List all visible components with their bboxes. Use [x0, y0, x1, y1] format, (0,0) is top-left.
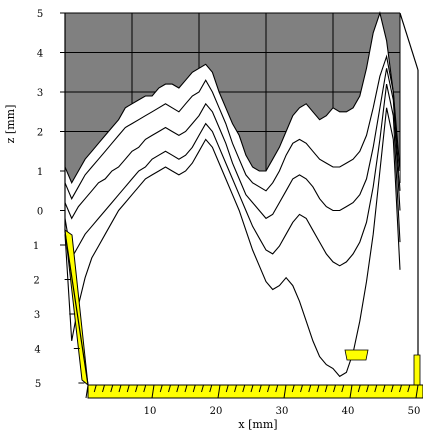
z-tick-label: 1 — [37, 167, 43, 178]
floor-pool — [344, 349, 369, 361]
floor-tick — [225, 384, 229, 393]
z-tick-label: 5 — [35, 379, 41, 390]
z-tick-label: 5 — [37, 9, 43, 20]
floor-tick — [126, 384, 130, 393]
floor-tick — [374, 384, 378, 393]
left-wall — [64, 12, 421, 387]
x-tick-label: 50 — [408, 406, 421, 417]
floor-tick — [135, 384, 138, 393]
floor-tick — [93, 384, 97, 393]
floor-tick — [110, 384, 114, 393]
profile-line-5 — [64, 107, 401, 378]
floor-tick — [399, 384, 402, 393]
floor-tick — [415, 384, 419, 399]
floor-tick — [201, 384, 204, 393]
left-diagonal-line — [64, 231, 89, 386]
grid — [64, 12, 401, 183]
z-tick-label: 3 — [37, 88, 43, 99]
x-tick-label: 10 — [144, 406, 157, 417]
floor-tick — [184, 384, 188, 393]
floor-tick — [102, 384, 105, 393]
profiles — [64, 11, 401, 378]
floor-tick — [242, 384, 246, 393]
surface-cover-top — [65, 13, 400, 183]
floor-tick — [217, 384, 221, 399]
floor-tick — [267, 384, 270, 393]
floor-tick — [176, 384, 180, 393]
floor-tick — [258, 384, 262, 393]
profile-line-1 — [64, 11, 401, 185]
z-tick-label: 3 — [34, 310, 40, 321]
floor-tick — [209, 384, 213, 393]
floor-tick — [291, 384, 295, 393]
floor-tick — [357, 384, 361, 393]
floor-tick — [192, 384, 196, 393]
floor-tick — [407, 384, 411, 393]
floor-tick — [85, 384, 89, 399]
profile-line-2 — [64, 54, 401, 200]
right-wall-strip — [413, 354, 421, 386]
floor-tick — [118, 384, 122, 393]
floor-tick — [143, 384, 147, 393]
floor-tick — [349, 384, 353, 399]
floor-tick — [300, 384, 303, 393]
floor-tick — [159, 384, 163, 393]
floor-tick — [250, 384, 254, 393]
x-tick-label: 40 — [342, 406, 355, 417]
x-tick-label: 20 — [210, 406, 223, 417]
z-tick-label: 2 — [33, 276, 39, 287]
z-tick-label: 4 — [34, 345, 40, 356]
floor-band — [87, 384, 423, 399]
floor-tick — [275, 384, 279, 393]
floor-tick — [168, 384, 171, 393]
z-tick-label: 0 — [37, 207, 43, 218]
floor-tick — [366, 384, 369, 393]
floor — [87, 349, 423, 399]
profile-line-4 — [64, 83, 401, 267]
floor-tick — [382, 384, 386, 393]
right-diagonal-line — [399, 12, 419, 71]
floor-tick — [341, 384, 345, 393]
profile-line-3 — [64, 68, 401, 220]
z-tick-label: 1 — [33, 241, 39, 252]
floor-tick — [234, 384, 237, 393]
floor-tick — [151, 384, 155, 399]
floor-tick — [283, 384, 287, 399]
z-tick-label: 2 — [37, 128, 43, 139]
floor-tick — [316, 384, 320, 393]
floor-tick — [308, 384, 312, 393]
x-axis-label: x [mm] — [238, 418, 277, 431]
x-tick-label: 30 — [276, 406, 289, 417]
floor-tick — [333, 384, 336, 393]
z-axis-label: z [mm] — [4, 105, 17, 144]
floor-tick — [324, 384, 328, 393]
floor-tick — [390, 384, 394, 393]
z-tick-label: 4 — [37, 49, 43, 60]
